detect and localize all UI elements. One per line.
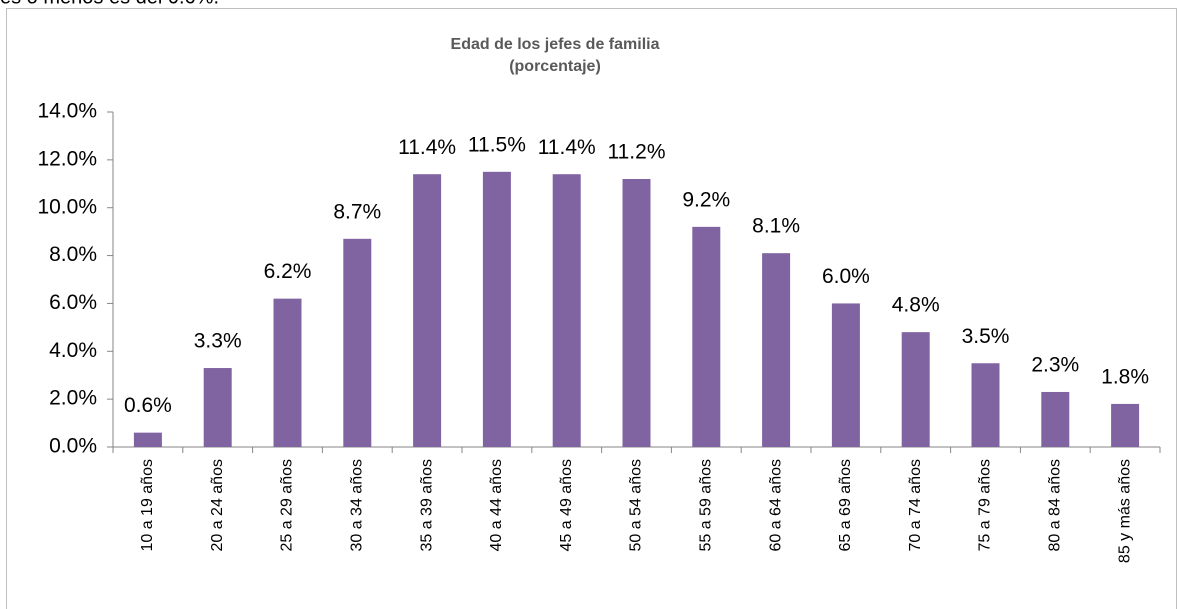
- bar: [203, 368, 232, 447]
- bar: [413, 174, 442, 447]
- value-label: 6.2%: [264, 260, 312, 283]
- x-tick-label: 75 a 79 años: [977, 459, 994, 552]
- x-tick-label: 70 a 74 años: [907, 459, 924, 552]
- bar: [133, 432, 162, 447]
- bar: [831, 303, 860, 447]
- bar: [622, 179, 651, 447]
- bar: [971, 363, 1000, 447]
- y-tick-label: 10.0%: [37, 195, 97, 218]
- value-label: 11.5%: [468, 133, 526, 156]
- value-label: 4.8%: [892, 294, 940, 317]
- cropped-text: es o menos es del 0.6%.: [0, 0, 219, 8]
- x-tick-label: 85 y más años: [1116, 459, 1133, 563]
- bar: [1041, 391, 1070, 447]
- y-tick-label: 8.0%: [49, 243, 97, 266]
- value-label: 6.0%: [822, 265, 870, 288]
- chart-frame: [6, 8, 1177, 609]
- x-tick-label: 25 a 29 años: [279, 459, 296, 552]
- x-tick-label: 45 a 49 años: [558, 459, 575, 552]
- x-tick-label: 50 a 54 años: [628, 459, 645, 552]
- value-label: 8.1%: [752, 215, 800, 238]
- chart-subtitle: (porcentaje): [509, 58, 601, 75]
- value-label: 2.3%: [1031, 354, 1079, 377]
- y-tick-label: 14.0%: [37, 100, 97, 123]
- x-tick-label: 10 a 19 años: [139, 459, 156, 552]
- y-tick-label: 12.0%: [37, 147, 97, 170]
- value-label: 11.4%: [398, 136, 456, 159]
- x-tick-label: 30 a 34 años: [349, 459, 366, 552]
- bar: [273, 298, 302, 447]
- value-label: 0.6%: [124, 394, 172, 417]
- y-tick-label: 2.0%: [49, 387, 97, 410]
- value-label: 3.3%: [194, 330, 242, 353]
- x-tick-label: 60 a 64 años: [767, 459, 784, 552]
- chart-title: Edad de los jefes de familia: [451, 36, 660, 53]
- value-label: 11.4%: [538, 136, 596, 159]
- y-tick-label: 6.0%: [49, 291, 97, 314]
- bar: [692, 226, 721, 447]
- value-label: 8.7%: [333, 200, 381, 223]
- y-tick-label: 0.0%: [49, 435, 97, 458]
- value-label: 9.2%: [682, 188, 730, 211]
- value-label: 1.8%: [1101, 365, 1149, 388]
- bar: [1111, 403, 1140, 447]
- bar: [762, 253, 791, 447]
- x-tick-label: 35 a 39 años: [418, 459, 435, 552]
- x-tick-label: 55 a 59 años: [698, 459, 715, 552]
- x-tick-label: 80 a 84 años: [1047, 459, 1064, 552]
- bar: [901, 332, 930, 447]
- bar: [482, 171, 511, 448]
- x-tick-label: 65 a 69 años: [837, 459, 854, 552]
- y-tick-label: 4.0%: [49, 339, 97, 362]
- value-label: 3.5%: [962, 325, 1010, 348]
- x-tick-label: 20 a 24 años: [209, 459, 226, 552]
- bar: [552, 174, 581, 447]
- bar: [343, 238, 372, 447]
- value-label: 11.2%: [608, 141, 666, 164]
- x-tick-label: 40 a 44 años: [488, 459, 505, 552]
